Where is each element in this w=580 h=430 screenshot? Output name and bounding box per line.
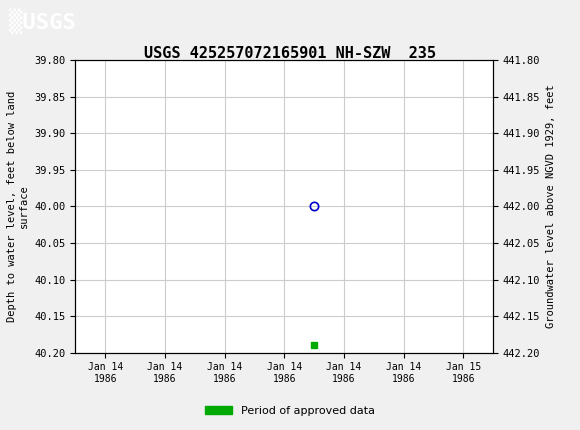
Legend: Period of approved data: Period of approved data	[200, 401, 380, 420]
Y-axis label: Groundwater level above NGVD 1929, feet: Groundwater level above NGVD 1929, feet	[546, 85, 556, 328]
Y-axis label: Depth to water level, feet below land
surface: Depth to water level, feet below land su…	[8, 91, 29, 322]
Text: USGS 425257072165901 NH-SZW  235: USGS 425257072165901 NH-SZW 235	[144, 46, 436, 61]
Text: ▒USGS: ▒USGS	[9, 9, 75, 34]
